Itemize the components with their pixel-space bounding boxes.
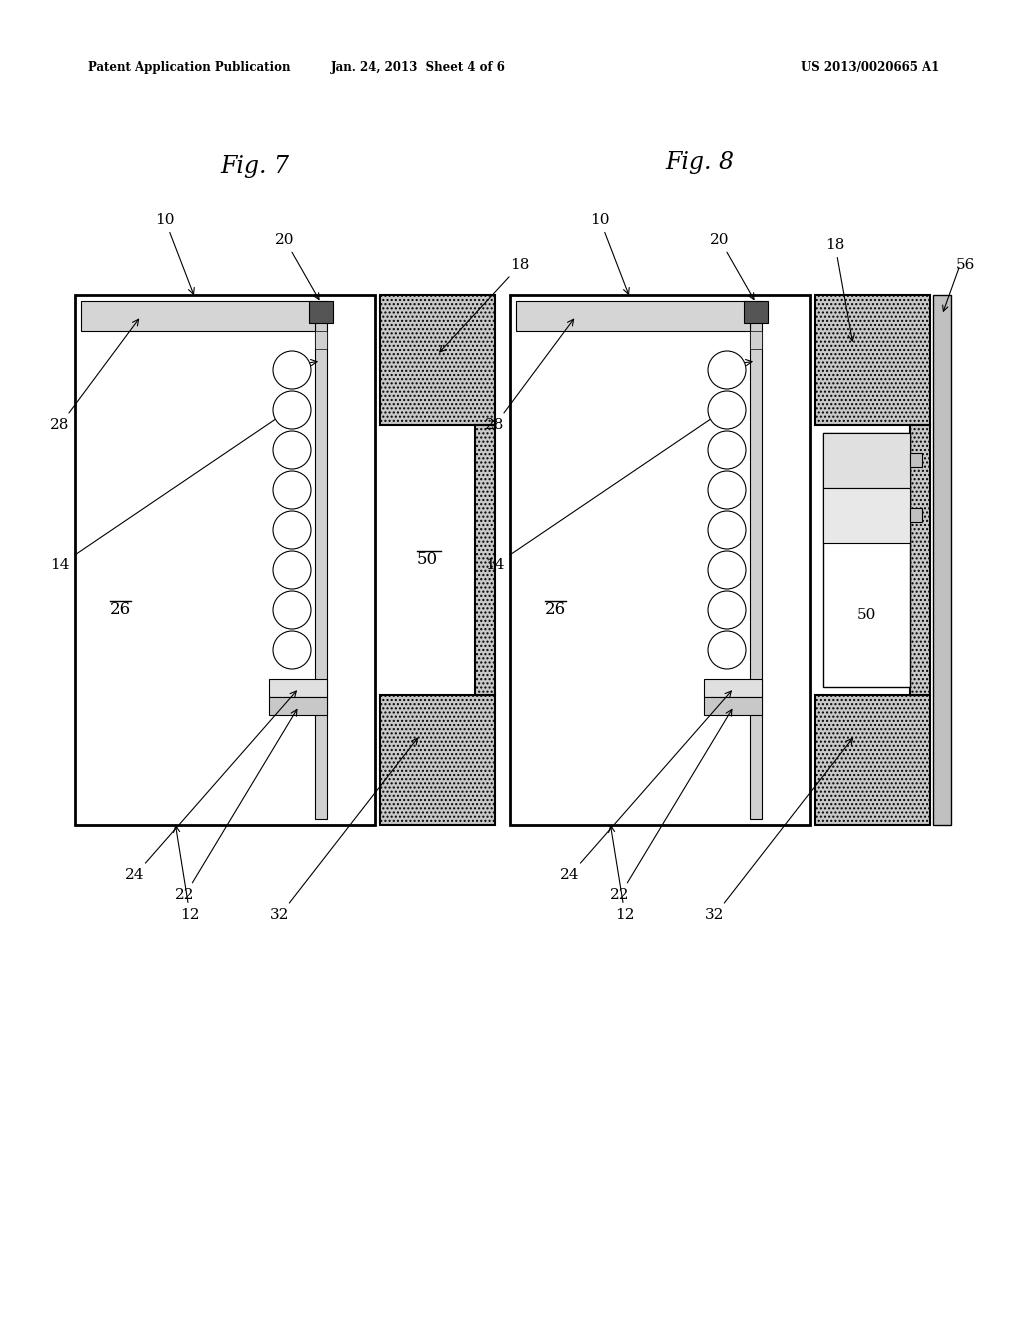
Bar xyxy=(315,301,327,818)
Bar xyxy=(380,696,495,825)
Bar xyxy=(750,301,762,818)
Bar xyxy=(705,678,762,697)
Text: 10: 10 xyxy=(156,213,195,294)
Text: 28: 28 xyxy=(50,319,138,432)
Bar xyxy=(475,425,495,696)
Circle shape xyxy=(708,591,746,630)
Bar xyxy=(910,453,922,467)
Bar xyxy=(823,433,910,686)
Bar xyxy=(823,488,910,543)
Bar xyxy=(933,294,951,825)
Text: Fig. 7: Fig. 7 xyxy=(220,156,290,178)
Text: 14: 14 xyxy=(50,411,289,572)
Bar xyxy=(309,301,333,323)
Text: 22: 22 xyxy=(175,709,297,902)
Bar xyxy=(510,294,810,825)
Circle shape xyxy=(273,631,311,669)
Circle shape xyxy=(708,471,746,510)
Text: 16: 16 xyxy=(286,358,317,372)
Bar xyxy=(269,697,327,715)
Circle shape xyxy=(273,391,311,429)
Text: 18: 18 xyxy=(439,257,529,352)
Bar xyxy=(516,301,750,331)
Text: 16: 16 xyxy=(720,358,752,372)
Circle shape xyxy=(273,550,311,589)
Circle shape xyxy=(708,391,746,429)
Text: 28: 28 xyxy=(485,319,573,432)
Circle shape xyxy=(708,631,746,669)
Circle shape xyxy=(273,432,311,469)
Bar xyxy=(81,301,315,331)
Circle shape xyxy=(708,432,746,469)
Text: 54: 54 xyxy=(876,453,895,467)
Text: Jan. 24, 2013  Sheet 4 of 6: Jan. 24, 2013 Sheet 4 of 6 xyxy=(331,61,506,74)
Text: 26: 26 xyxy=(545,602,565,619)
Text: 50: 50 xyxy=(856,609,876,622)
Bar xyxy=(910,425,930,696)
Text: 50: 50 xyxy=(417,552,437,569)
Text: 18: 18 xyxy=(825,238,854,341)
Text: 22: 22 xyxy=(610,709,732,902)
Text: 24: 24 xyxy=(560,692,731,882)
Circle shape xyxy=(708,550,746,589)
Bar xyxy=(750,331,762,348)
Text: Patent Application Publication: Patent Application Publication xyxy=(88,61,291,74)
Circle shape xyxy=(273,471,311,510)
Text: 32: 32 xyxy=(270,738,418,921)
Text: 20: 20 xyxy=(275,234,319,300)
Text: 12: 12 xyxy=(608,826,635,921)
Circle shape xyxy=(273,351,311,389)
Bar xyxy=(815,696,930,825)
Bar xyxy=(823,433,910,488)
Text: 14: 14 xyxy=(485,411,724,572)
Circle shape xyxy=(708,351,746,389)
Text: 52: 52 xyxy=(856,508,876,521)
Bar xyxy=(380,294,495,425)
Bar xyxy=(75,294,375,825)
Text: 24: 24 xyxy=(125,692,296,882)
Circle shape xyxy=(273,511,311,549)
Text: 26: 26 xyxy=(110,602,131,619)
Bar xyxy=(705,697,762,715)
Text: 20: 20 xyxy=(711,234,754,300)
Text: 12: 12 xyxy=(174,826,200,921)
Circle shape xyxy=(273,591,311,630)
Bar xyxy=(910,508,922,521)
Circle shape xyxy=(708,511,746,549)
Text: US 2013/0020665 A1: US 2013/0020665 A1 xyxy=(801,61,939,74)
Text: Fig. 8: Fig. 8 xyxy=(666,150,734,173)
Bar xyxy=(815,294,930,425)
Bar xyxy=(269,678,327,697)
Text: 32: 32 xyxy=(706,738,853,921)
Bar xyxy=(315,331,327,348)
Bar xyxy=(744,301,768,323)
Text: 10: 10 xyxy=(590,213,629,294)
Text: 56: 56 xyxy=(955,257,975,272)
